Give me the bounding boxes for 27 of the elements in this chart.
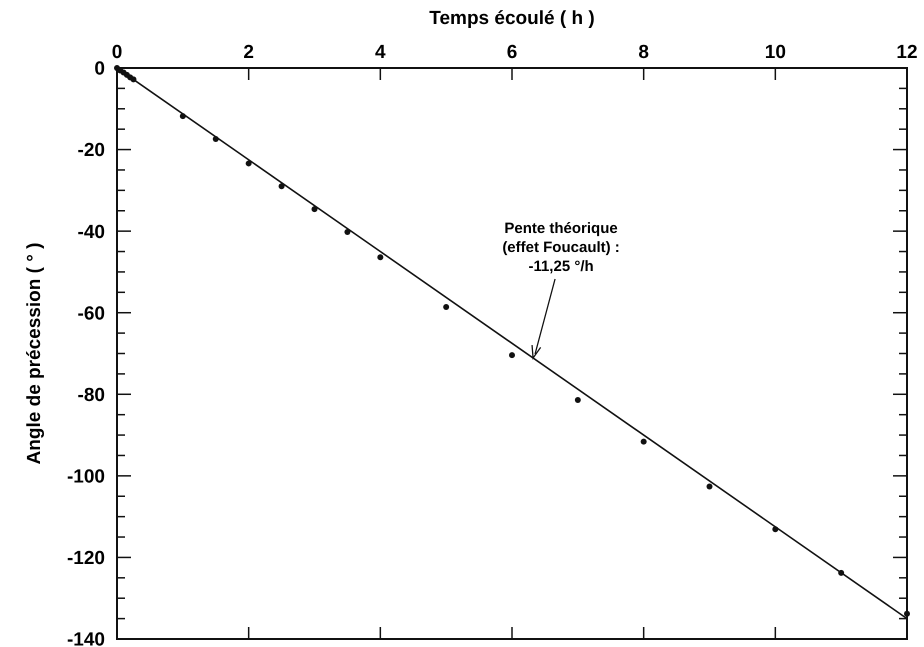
y-tick-label: -60 — [78, 303, 105, 324]
y-tick-label: -140 — [66, 630, 105, 647]
point — [509, 352, 515, 358]
x-tick-label: 8 — [638, 42, 649, 63]
x-tick-label: 10 — [764, 42, 786, 63]
annotation: Pente théorique (effet Foucault) : -11,25 °/h — [502, 220, 620, 275]
x-tick-label: 2 — [243, 42, 254, 63]
point — [574, 396, 581, 403]
y-tick-label: 0 — [94, 58, 105, 80]
x-tick-label: 4 — [375, 42, 386, 63]
x-axis-title: Temps écoulé ( h ) — [429, 8, 595, 29]
point — [312, 206, 318, 212]
point — [246, 160, 252, 166]
x-tick-label: 0 — [112, 42, 122, 63]
point — [377, 254, 384, 260]
y-tick-label: -120 — [66, 548, 105, 570]
y-tick-label: -100 — [66, 466, 105, 488]
point — [904, 610, 910, 617]
point — [443, 304, 450, 310]
x-tick-label: 6 — [506, 42, 518, 63]
point — [640, 438, 647, 445]
y-axis-title: Angle de précession ( ° ) — [24, 242, 45, 464]
point — [706, 483, 712, 490]
y-tick-label: -20 — [78, 140, 105, 162]
x-tick-label: 12 — [896, 42, 918, 63]
y-tick-label: -80 — [78, 384, 105, 406]
y-tick-label: -40 — [78, 222, 105, 243]
